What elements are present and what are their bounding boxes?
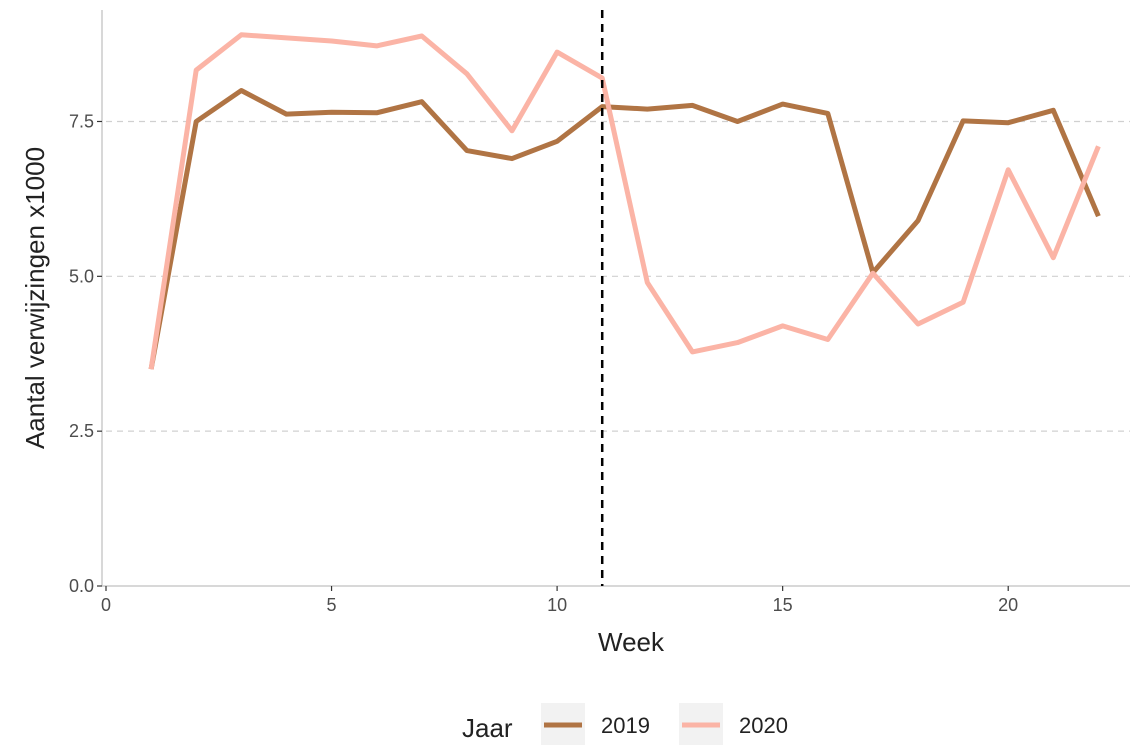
x-tick-label: 20 bbox=[998, 595, 1018, 615]
x-tick-label: 15 bbox=[773, 595, 793, 615]
series-line-2020 bbox=[148, 32, 1101, 370]
legend-label: 2019 bbox=[601, 713, 650, 738]
legend-item-2020: 2020 bbox=[679, 703, 788, 745]
y-tick-label: 7.5 bbox=[69, 111, 94, 131]
x-tick-label: 0 bbox=[101, 595, 111, 615]
legend-item-2019: 2019 bbox=[541, 703, 650, 745]
x-axis-title: Week bbox=[598, 627, 665, 657]
x-tick-label: 10 bbox=[547, 595, 567, 615]
y-axis-title: Aantal verwijzingen x1000 bbox=[20, 147, 50, 449]
x-axis-ticks: 0 5 10 15 20 bbox=[101, 586, 1018, 615]
y-tick-label: 2.5 bbox=[69, 421, 94, 441]
grid-lines bbox=[106, 120, 1130, 432]
x-tick-label: 5 bbox=[327, 595, 337, 615]
legend-title: Jaar bbox=[462, 713, 513, 743]
y-tick-label: 5.0 bbox=[69, 266, 94, 286]
y-tick-label: 0.0 bbox=[69, 576, 94, 596]
legend-label: 2020 bbox=[739, 713, 788, 738]
series-lines bbox=[148, 32, 1101, 370]
series-line-2019 bbox=[148, 88, 1101, 370]
y-axis-ticks: 0.0 2.5 5.0 7.5 bbox=[69, 111, 102, 596]
legend: Jaar 2019 2020 bbox=[462, 703, 788, 745]
